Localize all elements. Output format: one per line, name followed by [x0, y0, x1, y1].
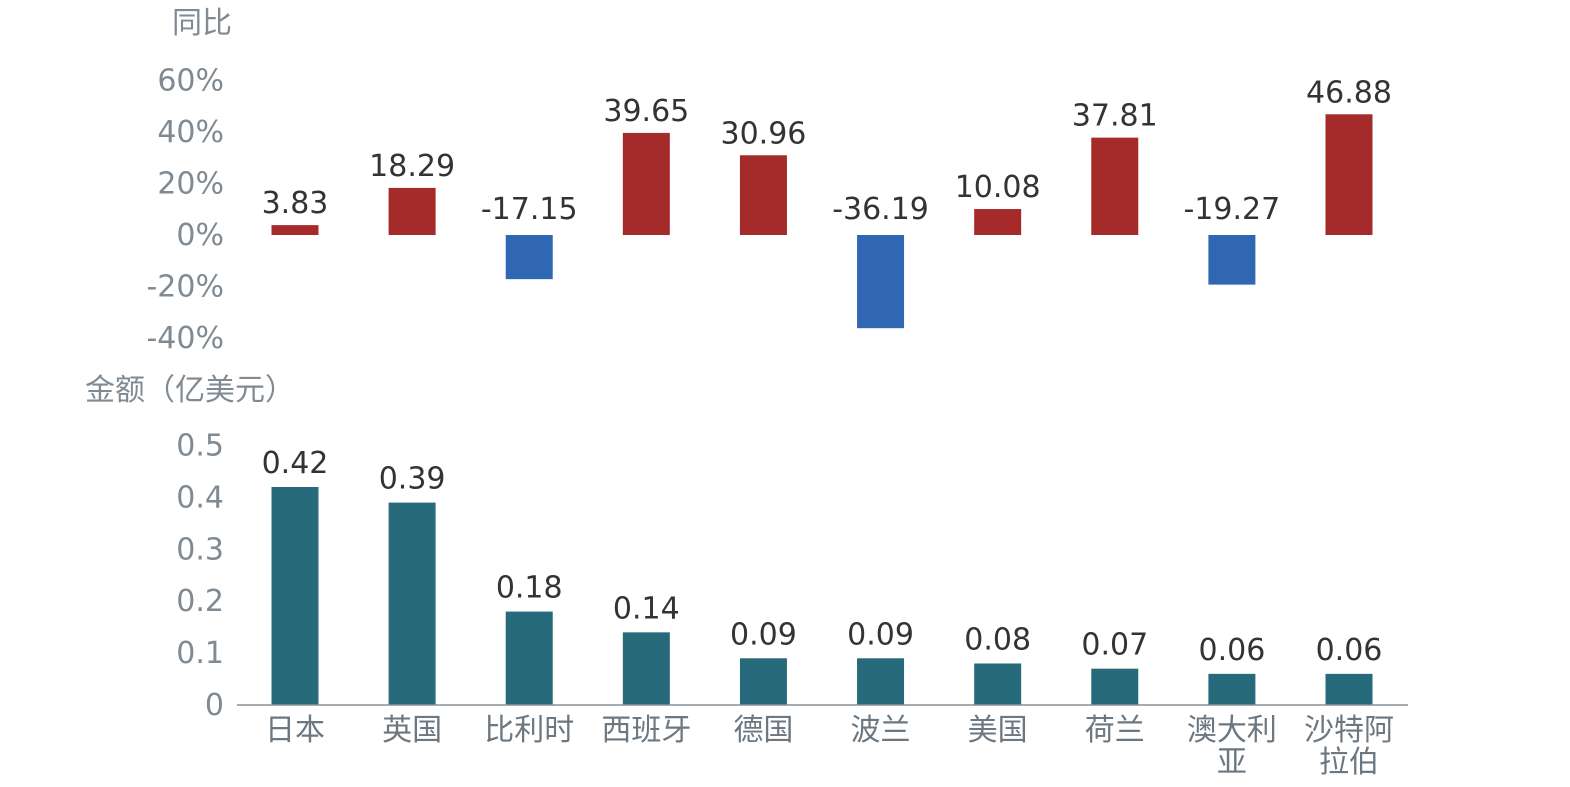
- amount-tick-label: 0.3: [176, 532, 224, 567]
- amount-value-label: 0.07: [1081, 628, 1148, 663]
- amount-value-label: 0.09: [730, 617, 797, 652]
- category-label: 波兰: [851, 713, 911, 748]
- amount-value-label: 0.18: [496, 571, 563, 606]
- yoy-bars: [271, 114, 1373, 329]
- category-label: 美国: [968, 713, 1028, 748]
- amount-bar: [388, 502, 436, 705]
- category-label: 澳大利亚: [1187, 713, 1277, 780]
- amount-bar: [271, 487, 319, 705]
- yoy-bar: [1208, 235, 1256, 285]
- yoy-tick-label: 60%: [157, 64, 224, 99]
- amount-bar: [739, 658, 787, 705]
- yoy-bar: [388, 187, 436, 235]
- yoy-tick-label: -20%: [146, 270, 224, 305]
- amount-tick-label: 0.5: [176, 429, 224, 464]
- amount-bar: [505, 611, 553, 705]
- amount-bar: [857, 658, 905, 705]
- amount-value-label: 0.42: [262, 446, 329, 481]
- amount-value-label: 0.06: [1198, 633, 1265, 668]
- amount-value-label: 0.39: [379, 462, 446, 497]
- yoy-bar: [974, 209, 1022, 235]
- yoy-tick-label: -40%: [146, 321, 224, 356]
- category-label: 西班牙: [601, 713, 691, 748]
- amount-value-label: 0.08: [964, 622, 1031, 657]
- yoy-axis-title: 同比: [172, 6, 232, 41]
- category-label: 德国: [733, 713, 793, 748]
- amount-tick-label: 0: [205, 688, 224, 723]
- yoy-value-label: 30.96: [720, 116, 806, 151]
- yoy-value-label: 18.29: [369, 149, 455, 184]
- amount-value-labels: 0.42 0.39 0.18 0.14 0.09 0.09 0.08 0.07 0.06 0.06: [262, 446, 1383, 668]
- yoy-bar: [739, 155, 787, 235]
- amount-bar: [974, 663, 1022, 705]
- category-label: 沙特阿拉伯: [1304, 713, 1394, 780]
- amount-bar: [1091, 668, 1139, 705]
- amount-bar: [622, 632, 670, 705]
- yoy-value-label: 3.83: [262, 186, 329, 221]
- yoy-bar: [271, 225, 319, 235]
- amount-bar: [1208, 673, 1256, 705]
- yoy-value-label: -17.15: [481, 192, 578, 227]
- yoy-value-labels: 3.83 18.29 -17.15 39.65 30.96 -36.19 10.08 37.8…: [262, 75, 1392, 227]
- amount-value-label: 0.06: [1316, 633, 1383, 668]
- category-label: 英国: [382, 713, 442, 748]
- yoy-bar: [857, 235, 905, 329]
- yoy-value-label: -36.19: [832, 192, 929, 227]
- amount-axis-title: 金额（亿美元）: [85, 373, 295, 408]
- amount-bars: [271, 487, 1373, 705]
- category-label: 荷兰: [1085, 713, 1145, 748]
- yoy-tick-label: 20%: [157, 167, 224, 202]
- category-label: 日本: [265, 713, 325, 748]
- amount-y-ticks: 0.5 0.4 0.3 0.2 0.1 0: [176, 429, 224, 724]
- yoy-value-label: 10.08: [955, 170, 1041, 205]
- amount-tick-label: 0.2: [176, 584, 224, 619]
- yoy-y-ticks: 60% 40% 20% 0% -20% -40%: [146, 64, 224, 357]
- yoy-value-label: 37.81: [1072, 99, 1158, 134]
- yoy-tick-label: 40%: [157, 115, 224, 150]
- category-label: 比利时: [484, 713, 574, 748]
- amount-value-label: 0.14: [613, 591, 680, 626]
- yoy-bar: [622, 132, 670, 235]
- amount-tick-label: 0.1: [176, 636, 224, 671]
- amount-bar: [1325, 673, 1373, 705]
- yoy-value-label: 39.65: [603, 94, 689, 129]
- amount-value-label: 0.09: [847, 617, 914, 652]
- yoy-bar: [505, 235, 553, 280]
- yoy-value-label: 46.88: [1306, 75, 1392, 110]
- yoy-bar: [1325, 114, 1373, 235]
- yoy-value-label: -19.27: [1184, 192, 1281, 227]
- yoy-bar: [1091, 137, 1139, 235]
- amount-tick-label: 0.4: [176, 480, 224, 515]
- yoy-tick-label: 0%: [176, 218, 224, 253]
